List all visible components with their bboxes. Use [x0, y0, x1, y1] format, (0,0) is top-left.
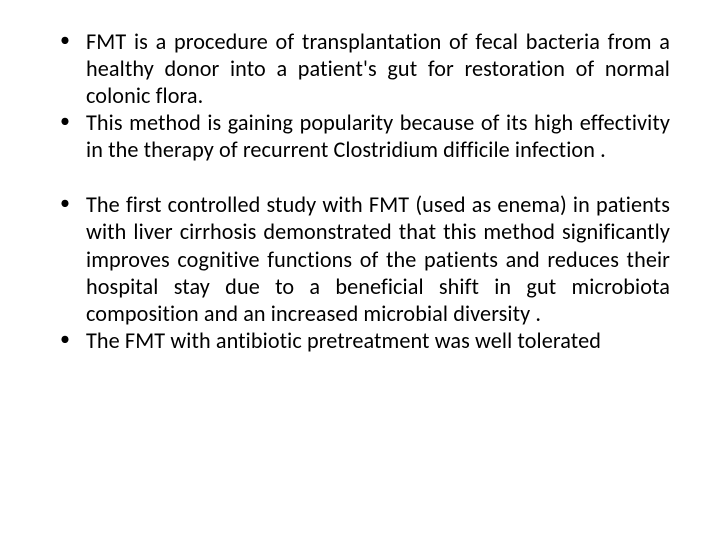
bullet-item: This method is gaining popularity becaus… [50, 109, 670, 163]
bullet-item: The first controlled study with FMT (use… [50, 191, 670, 326]
bullet-item: The FMT with antibiotic pretreatment was… [50, 327, 670, 354]
bullet-item: FMT is a procedure of transplantation of… [50, 28, 670, 109]
spacer [50, 163, 670, 191]
bullet-list-group-2: The first controlled study with FMT (use… [50, 191, 670, 353]
bullet-list-group-1: FMT is a procedure of transplantation of… [50, 28, 670, 163]
slide-container: FMT is a procedure of transplantation of… [0, 0, 720, 540]
